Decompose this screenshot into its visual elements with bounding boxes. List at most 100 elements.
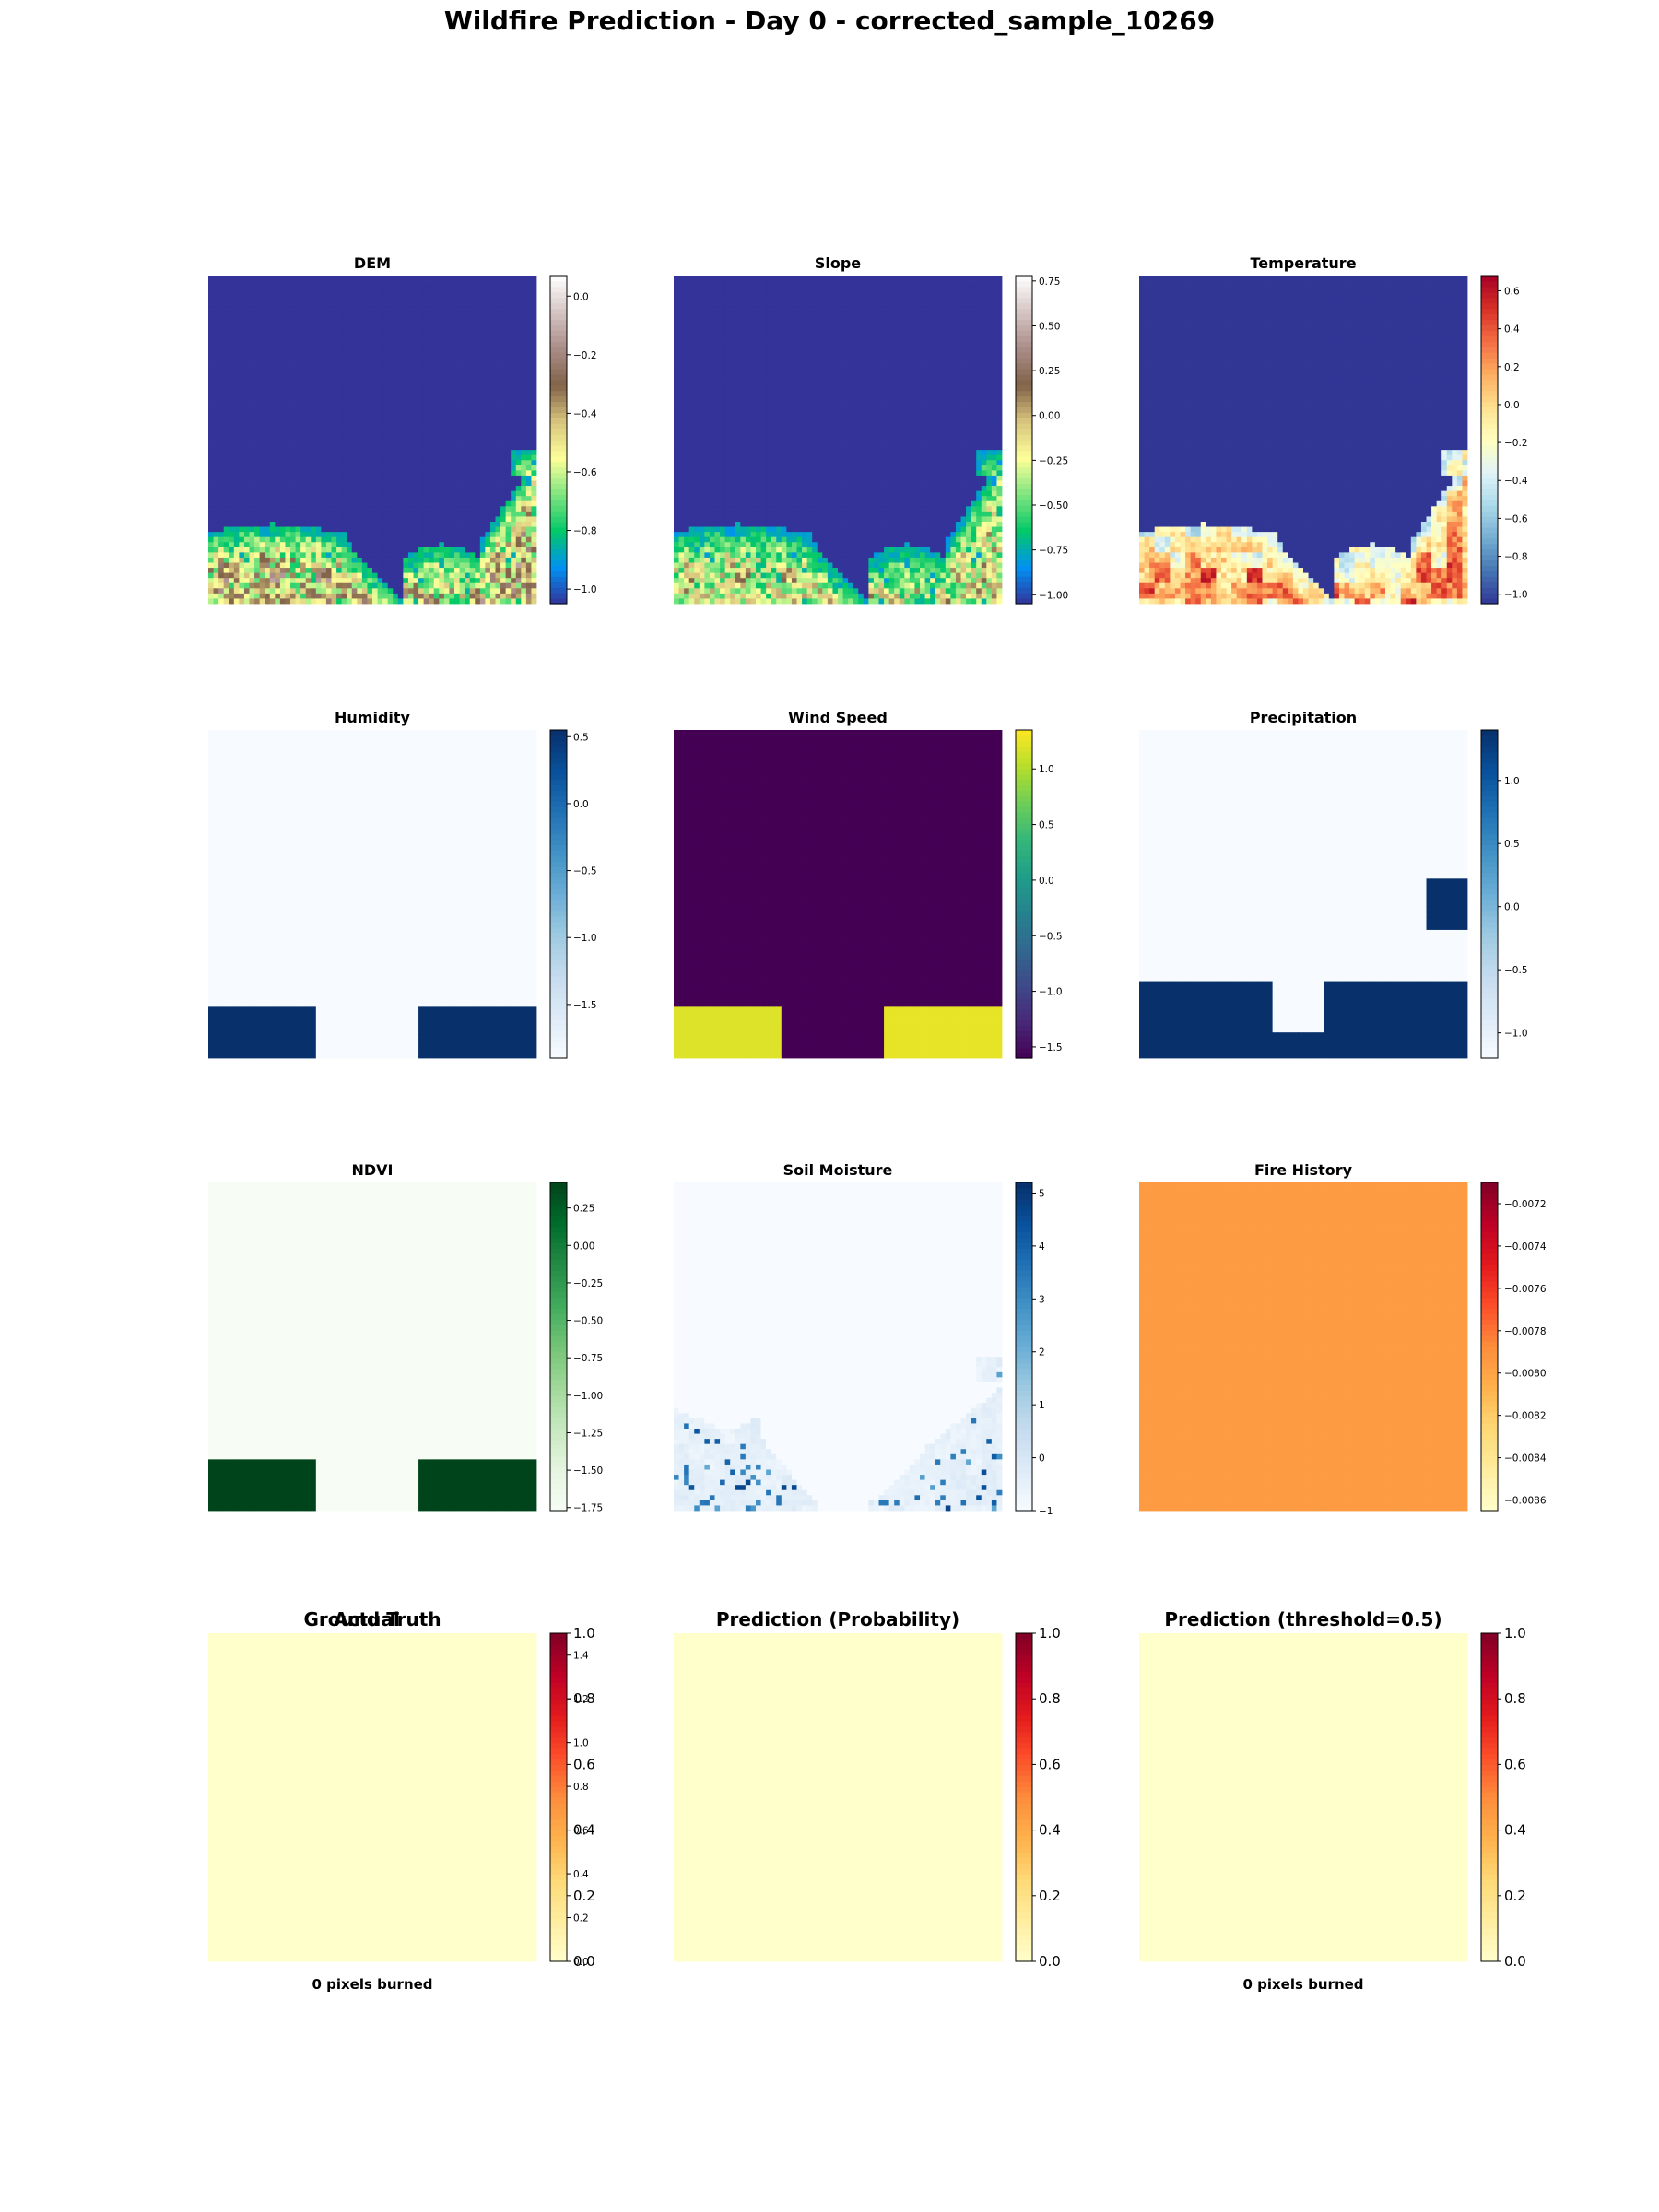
heatmap-cell	[234, 332, 240, 337]
heatmap-cell	[496, 445, 501, 451]
heatmap-cell	[326, 501, 332, 507]
heatmap-cell	[218, 486, 224, 491]
heatmap-cell	[239, 542, 244, 547]
heatmap-cell	[372, 470, 378, 476]
heatmap-cell	[378, 291, 383, 297]
heatmap-cell	[900, 312, 905, 317]
heatmap-cell	[290, 373, 296, 379]
heatmap-cell	[265, 394, 270, 399]
heatmap-cell	[296, 363, 301, 369]
heatmap-cell	[306, 491, 312, 497]
heatmap-cell	[326, 578, 332, 583]
heatmap-cell	[382, 506, 388, 512]
heatmap-cell	[418, 465, 424, 471]
heatmap-cell	[362, 383, 368, 389]
heatmap-cell	[766, 276, 771, 281]
heatmap-cell	[526, 394, 532, 399]
heatmap-cell	[398, 594, 404, 599]
heatmap-cell	[511, 424, 516, 429]
heatmap-cell	[766, 322, 771, 327]
heatmap-cell	[393, 445, 398, 451]
heatmap-cell	[444, 291, 450, 297]
heatmap-cell	[424, 404, 429, 409]
heatmap-cell	[526, 440, 532, 445]
heatmap-cell	[449, 450, 454, 455]
heatmap-cell	[336, 532, 342, 537]
heatmap-cell	[224, 542, 229, 547]
heatmap-cell	[470, 419, 476, 425]
heatmap-cell	[961, 286, 967, 291]
heatmap-cell	[485, 506, 490, 512]
heatmap-cell	[511, 563, 516, 569]
heatmap-cell	[792, 276, 797, 281]
heatmap-cell	[920, 312, 925, 317]
heatmap-cell	[260, 598, 265, 604]
heatmap-cell	[470, 404, 476, 409]
heatmap-cell	[296, 532, 301, 537]
heatmap-cell	[270, 342, 276, 347]
heatmap-cell	[434, 583, 440, 589]
heatmap-cell	[388, 445, 394, 451]
heatmap-cell	[531, 312, 536, 317]
heatmap-cell	[511, 358, 516, 363]
heatmap-cell	[480, 583, 486, 589]
heatmap-cell	[506, 378, 512, 383]
heatmap-cell	[296, 573, 301, 579]
heatmap-cell	[480, 424, 486, 429]
heatmap-cell	[214, 312, 219, 317]
heatmap-cell	[388, 399, 394, 405]
heatmap-cell	[848, 281, 853, 287]
heatmap-cell	[357, 558, 362, 563]
heatmap-cell	[506, 347, 512, 353]
heatmap-cell	[746, 281, 751, 287]
heatmap-cell	[239, 563, 244, 569]
heatmap-cell	[290, 383, 296, 389]
heatmap-cell	[208, 352, 214, 358]
heatmap-cell	[321, 414, 326, 419]
heatmap-cell	[326, 568, 332, 573]
heatmap-cell	[254, 358, 260, 363]
heatmap-cell	[336, 470, 342, 476]
heatmap-cell	[214, 594, 219, 599]
heatmap-cell	[357, 450, 362, 455]
heatmap-cell	[408, 342, 414, 347]
heatmap-cell	[424, 552, 429, 558]
heatmap-cell	[332, 563, 337, 569]
heatmap-cell	[311, 368, 316, 373]
heatmap-cell	[321, 583, 326, 589]
heatmap-cell	[270, 409, 276, 415]
heatmap-cell	[254, 399, 260, 405]
heatmap-cell	[853, 281, 859, 287]
heatmap-cell	[843, 306, 849, 312]
heatmap-cell	[378, 465, 383, 471]
heatmap-cell	[254, 476, 260, 481]
heatmap-cell	[730, 327, 735, 333]
heatmap-cell	[275, 301, 280, 307]
heatmap-cell	[490, 481, 496, 487]
heatmap-cell	[326, 383, 332, 389]
heatmap-cell	[234, 317, 240, 323]
heatmap-cell	[347, 486, 352, 491]
heatmap-cell	[214, 399, 219, 405]
heatmap-cell	[910, 322, 915, 327]
heatmap-cell	[925, 286, 931, 291]
heatmap-cell	[357, 547, 362, 553]
heatmap-cell	[900, 301, 905, 307]
heatmap-cell	[296, 558, 301, 563]
heatmap-cell	[352, 527, 358, 533]
heatmap-cell	[224, 327, 229, 333]
heatmap-cell	[894, 291, 900, 297]
heatmap-cell	[818, 281, 823, 287]
heatmap-cell	[511, 496, 516, 501]
heatmap-cell	[214, 286, 219, 291]
heatmap-cell	[296, 424, 301, 429]
heatmap-cell	[526, 547, 532, 553]
heatmap-cell	[475, 598, 480, 604]
heatmap-cell	[465, 332, 470, 337]
heatmap-cell	[496, 522, 501, 527]
colorbar-segment	[550, 500, 567, 506]
heatmap-cell	[414, 563, 419, 569]
heatmap-cell	[766, 332, 771, 337]
heatmap-cell	[526, 388, 532, 394]
heatmap-cell	[894, 337, 900, 343]
